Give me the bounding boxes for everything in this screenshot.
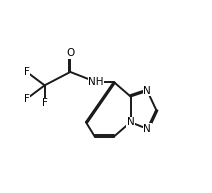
Text: NH: NH [88,77,104,87]
Text: F: F [24,67,30,77]
Text: F: F [42,98,47,108]
Text: O: O [66,48,74,58]
Text: N: N [143,124,151,134]
Text: N: N [143,86,151,96]
Text: N: N [127,117,134,127]
Text: F: F [24,94,30,104]
